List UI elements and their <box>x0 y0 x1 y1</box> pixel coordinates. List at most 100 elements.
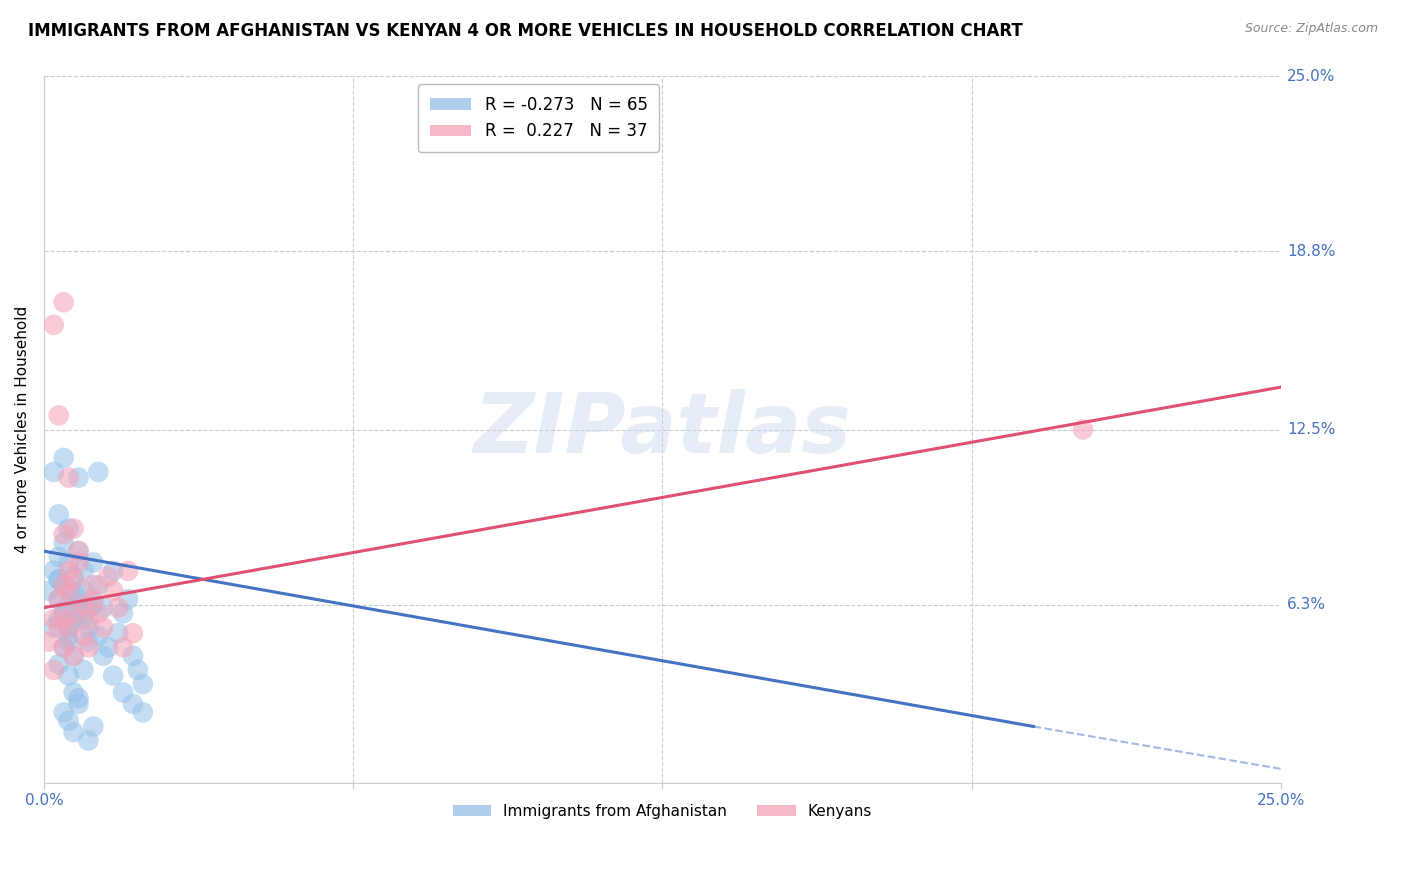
Point <box>132 677 155 691</box>
Point <box>77 620 100 634</box>
Point <box>72 598 94 612</box>
Point <box>122 626 145 640</box>
Point <box>48 612 70 626</box>
Point <box>67 556 90 570</box>
Point <box>58 620 80 634</box>
Y-axis label: 4 or more Vehicles in Household: 4 or more Vehicles in Household <box>15 306 30 553</box>
Text: 6.3%: 6.3% <box>1286 598 1326 613</box>
Point <box>62 607 84 621</box>
Point <box>117 592 139 607</box>
Point <box>58 470 80 484</box>
Point <box>52 612 75 626</box>
Point <box>48 573 70 587</box>
Point <box>48 657 70 672</box>
Point <box>72 663 94 677</box>
Point <box>48 508 70 522</box>
Point <box>67 544 90 558</box>
Point <box>101 583 124 598</box>
Point <box>67 544 90 558</box>
Point <box>58 620 80 634</box>
Point <box>52 295 75 310</box>
Point <box>82 598 104 612</box>
Point <box>48 620 70 634</box>
Point <box>58 634 80 648</box>
Point <box>62 725 84 739</box>
Point <box>122 697 145 711</box>
Point <box>62 612 84 626</box>
Point <box>58 556 80 570</box>
Point <box>52 578 75 592</box>
Point <box>72 612 94 626</box>
Point <box>42 318 65 332</box>
Point <box>67 470 90 484</box>
Point <box>48 409 70 423</box>
Point <box>58 583 80 598</box>
Point <box>42 564 65 578</box>
Point <box>38 583 60 598</box>
Point <box>87 578 110 592</box>
Point <box>52 535 75 549</box>
Point <box>52 640 75 655</box>
Point <box>62 685 84 699</box>
Point <box>58 714 80 728</box>
Point <box>58 564 80 578</box>
Point <box>77 612 100 626</box>
Point <box>97 640 120 655</box>
Point <box>72 583 94 598</box>
Point <box>112 685 135 699</box>
Point <box>48 592 70 607</box>
Point <box>62 522 84 536</box>
Point <box>82 556 104 570</box>
Point <box>58 598 80 612</box>
Point <box>87 629 110 643</box>
Point <box>52 527 75 541</box>
Point <box>87 465 110 479</box>
Point <box>52 640 75 655</box>
Legend: Immigrants from Afghanistan, Kenyans: Immigrants from Afghanistan, Kenyans <box>447 797 879 825</box>
Point <box>112 607 135 621</box>
Point <box>67 607 90 621</box>
Point <box>48 592 70 607</box>
Point <box>107 626 129 640</box>
Point <box>67 697 90 711</box>
Point <box>42 620 65 634</box>
Point <box>67 691 90 706</box>
Point <box>107 600 129 615</box>
Point <box>87 607 110 621</box>
Point <box>82 578 104 592</box>
Text: Source: ZipAtlas.com: Source: ZipAtlas.com <box>1244 22 1378 36</box>
Point <box>62 648 84 663</box>
Point <box>101 668 124 682</box>
Point <box>52 607 75 621</box>
Point <box>77 640 100 655</box>
Point <box>127 663 149 677</box>
Point <box>52 706 75 720</box>
Point <box>77 733 100 747</box>
Point <box>38 634 60 648</box>
Point <box>77 600 100 615</box>
Point <box>58 668 80 682</box>
Point <box>91 600 114 615</box>
Text: 25.0%: 25.0% <box>1286 69 1336 84</box>
Point <box>72 564 94 578</box>
Text: 12.5%: 12.5% <box>1286 422 1336 437</box>
Point <box>67 592 90 607</box>
Point <box>77 634 100 648</box>
Point <box>97 569 120 583</box>
Point <box>48 573 70 587</box>
Point <box>72 629 94 643</box>
Point <box>91 620 114 634</box>
Point <box>101 564 124 578</box>
Text: ZIPatlas: ZIPatlas <box>474 389 852 470</box>
Point <box>62 648 84 663</box>
Point <box>62 583 84 598</box>
Point <box>132 706 155 720</box>
Point <box>91 648 114 663</box>
Point <box>58 629 80 643</box>
Point <box>122 648 145 663</box>
Point <box>82 719 104 733</box>
Point <box>52 578 75 592</box>
Point <box>52 450 75 465</box>
Point <box>42 612 65 626</box>
Text: 18.8%: 18.8% <box>1286 244 1336 259</box>
